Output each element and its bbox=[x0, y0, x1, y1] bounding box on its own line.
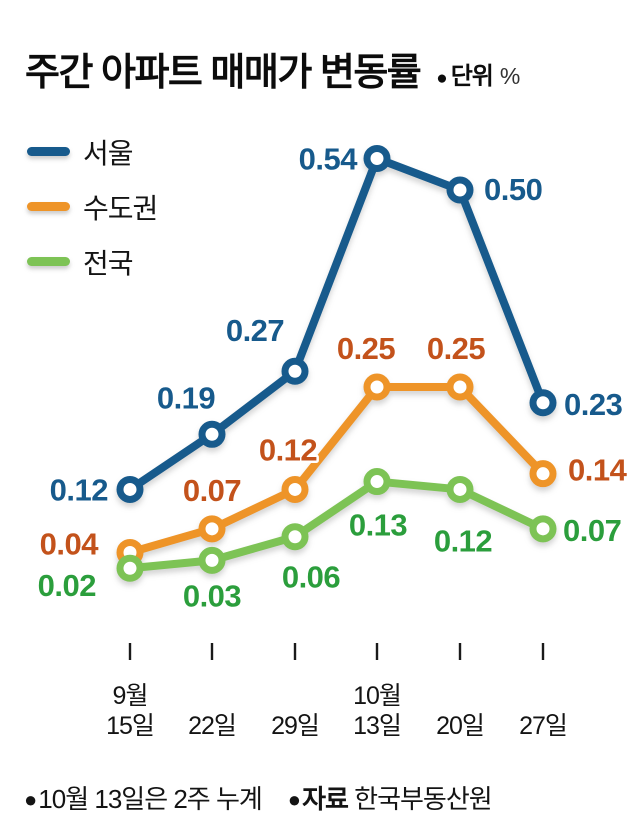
footnote-note: 10월 13일은 2주 누계 bbox=[38, 784, 262, 814]
data-point bbox=[116, 554, 144, 582]
data-point bbox=[446, 176, 474, 204]
data-point bbox=[529, 460, 557, 488]
series-line bbox=[126, 477, 547, 573]
value-labels-0: 0.12 0.19 0.27 0.54 0.50 0.23 bbox=[47, 139, 625, 510]
legend-label: 수도권 bbox=[83, 192, 158, 224]
title-row: 주간 아파트 매매가 변동률 ● 단위 % bbox=[25, 52, 520, 96]
value-label: 0.23 bbox=[564, 387, 623, 422]
bullet-icon: ● bbox=[287, 787, 301, 812]
page-title: 주간 아파트 매매가 변동률 bbox=[25, 52, 422, 94]
data-point bbox=[363, 468, 391, 496]
unit-symbol: % bbox=[499, 62, 521, 89]
data-point bbox=[281, 475, 309, 503]
bullet-icon: ● bbox=[24, 787, 37, 812]
value-label: 0.07 bbox=[183, 473, 241, 508]
value-labels-2: 0.02 0.03 0.060.13 0.12 0.07 bbox=[35, 505, 624, 616]
series-line bbox=[126, 383, 547, 557]
value-label: 0.12 bbox=[50, 472, 108, 507]
value-label: 0.02 bbox=[38, 568, 96, 603]
value-label: 0.13 bbox=[349, 508, 408, 543]
data-point bbox=[281, 357, 309, 385]
legend-swatch-seoul bbox=[27, 147, 70, 156]
value-labels-1: 0.04 0.07 0.12 0.25 0.25 0.14 bbox=[37, 329, 630, 564]
value-label: 0.12 bbox=[434, 523, 492, 558]
legend-item-jeonguk: 전국 bbox=[27, 246, 157, 279]
chart-legend: 서울 수도권 전국 bbox=[27, 136, 158, 279]
value-label: 0.25 bbox=[337, 331, 396, 366]
data-point bbox=[198, 420, 226, 448]
data-point bbox=[116, 475, 144, 503]
value-label: 0.27 bbox=[226, 313, 284, 348]
legend-label: 전국 bbox=[83, 247, 134, 279]
value-label: 0.19 bbox=[157, 380, 216, 415]
series-0 bbox=[116, 144, 557, 503]
value-label: 0.50 bbox=[484, 172, 542, 207]
x-axis-ticks bbox=[128, 643, 545, 660]
value-label: 0.14 bbox=[568, 453, 628, 488]
unit-label: 단위 bbox=[450, 62, 494, 90]
value-label: 0.54 bbox=[299, 141, 359, 176]
data-point bbox=[363, 144, 391, 172]
series-line bbox=[126, 154, 547, 494]
data-point bbox=[446, 475, 474, 503]
value-label: 0.25 bbox=[427, 331, 486, 366]
legend-label: 서울 bbox=[83, 137, 134, 169]
value-label: 0.04 bbox=[40, 526, 100, 561]
legend-item-sudogwon: 수도권 bbox=[27, 191, 158, 224]
data-point bbox=[198, 515, 226, 543]
legend-swatch-sudogwon bbox=[27, 202, 70, 211]
data-point bbox=[281, 523, 309, 551]
data-point bbox=[529, 389, 557, 417]
data-point bbox=[529, 515, 557, 543]
data-point bbox=[446, 373, 474, 401]
value-label: 0.12 bbox=[259, 432, 317, 467]
value-label: 0.07 bbox=[563, 513, 621, 548]
source-label: 자료 bbox=[302, 784, 349, 814]
legend-item-seoul: 서울 bbox=[27, 136, 157, 169]
footnote: ● 10월 13일은 2주 누계 ● 자료 한국부동산원 bbox=[24, 779, 493, 816]
data-point bbox=[363, 373, 391, 401]
data-point bbox=[198, 546, 226, 574]
bullet-icon: ● bbox=[436, 67, 448, 89]
source-name: 한국부동산원 bbox=[347, 784, 493, 814]
legend-swatch-jeonguk bbox=[27, 257, 70, 266]
series-2 bbox=[116, 468, 557, 582]
value-label: 0.03 bbox=[183, 578, 242, 613]
unit-note: ● 단위 % bbox=[436, 56, 520, 96]
value-label: 0.06 bbox=[282, 560, 341, 595]
